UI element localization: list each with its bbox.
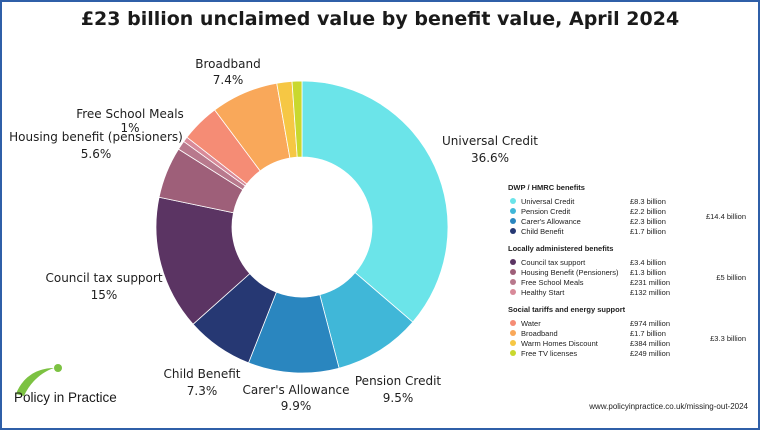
legend-item-amount: £132 million bbox=[630, 287, 671, 297]
legend-item-amount: £2.2 billion bbox=[630, 206, 666, 216]
legend-item-name: Warm Homes Discount bbox=[521, 338, 598, 348]
logo-dot bbox=[54, 364, 62, 372]
slice-label-percent: 9.9% bbox=[281, 399, 312, 413]
logo-text: Policy in Practice bbox=[14, 390, 117, 405]
legend-item-name: Free School Meals bbox=[521, 277, 584, 287]
legend-item: Council tax support £3.4 billion bbox=[508, 257, 684, 267]
slice-label-name: Housing benefit (pensioners) bbox=[9, 130, 183, 144]
slice-label-name: Free School Meals bbox=[76, 107, 184, 121]
legend-item: Warm Homes Discount £384 million bbox=[508, 338, 684, 348]
legend-item-amount: £974 million bbox=[630, 318, 671, 328]
legend-item: Pension Credit £2.2 billion bbox=[508, 206, 684, 216]
legend-item-name: Housing Benefit (Pensioners) bbox=[521, 267, 619, 277]
slice-label-name: Carer's Allowance bbox=[242, 383, 349, 397]
policy-in-practice-logo bbox=[16, 364, 62, 396]
legend-item: Universal Credit £8.3 billion bbox=[508, 196, 684, 206]
slice-label-percent: 7.4% bbox=[213, 73, 244, 87]
legend-group: Locally administered benefits £5 billion C… bbox=[508, 244, 754, 297]
legend: DWP / HMRC benefits £14.4 billion Universa… bbox=[508, 183, 754, 366]
donut-slices bbox=[155, 80, 449, 374]
source-url: www.policyinpractice.co.uk/missing-out-2… bbox=[589, 402, 748, 411]
slice-label-percent: 5.6% bbox=[81, 147, 112, 161]
legend-item-name: Universal Credit bbox=[521, 196, 575, 206]
legend-item-name: Free TV licenses bbox=[521, 348, 578, 358]
slice-label-name: Council tax support bbox=[45, 271, 162, 285]
legend-item-name: Council tax support bbox=[521, 257, 586, 267]
slice-label-percent: 7.3% bbox=[187, 384, 218, 398]
legend-item-amount: £1.7 billion bbox=[630, 328, 666, 338]
legend-item-amount: £1.3 billion bbox=[630, 267, 666, 277]
legend-item-amount: £231 million bbox=[630, 277, 671, 287]
legend-item: Carer's Allowance £2.3 billion bbox=[508, 216, 684, 226]
legend-item: Water £974 million bbox=[508, 318, 684, 328]
legend-item-amount: £8.3 billion bbox=[630, 196, 666, 206]
legend-group-total: £14.4 billion bbox=[705, 212, 746, 221]
legend-swatch bbox=[510, 218, 516, 224]
legend-item-name: Healthy Start bbox=[521, 287, 565, 297]
legend-item: Child Benefit £1.7 billion bbox=[508, 226, 684, 236]
legend-item-name: Carer's Allowance bbox=[521, 216, 581, 226]
legend-swatch bbox=[510, 289, 516, 295]
legend-group-total: £5 billion bbox=[716, 273, 746, 282]
slice-label-name: Pension Credit bbox=[355, 374, 442, 388]
legend-swatch bbox=[510, 340, 516, 346]
logo-swoosh bbox=[16, 368, 54, 396]
legend-item: Housing Benefit (Pensioners) £1.3 billion bbox=[508, 267, 684, 277]
legend-item-amount: £249 million bbox=[630, 348, 671, 358]
legend-swatch bbox=[510, 228, 516, 234]
legend-swatch bbox=[510, 208, 516, 214]
legend-swatch bbox=[510, 198, 516, 204]
legend-item-amount: £3.4 billion bbox=[630, 257, 666, 267]
slice-labels: Universal Credit 36.6% Pension Credit 9.5% C… bbox=[9, 57, 538, 413]
slice-label-percent: 1% bbox=[120, 121, 139, 135]
legend-item-name: Broadband bbox=[521, 328, 558, 338]
slice-label-name: Universal Credit bbox=[442, 134, 538, 148]
legend-item-amount: £2.3 billion bbox=[630, 216, 666, 226]
legend-swatch bbox=[510, 350, 516, 356]
slice-universal-credit bbox=[301, 80, 449, 323]
slice-label-percent: 36.6% bbox=[471, 151, 509, 165]
legend-swatch bbox=[510, 269, 516, 275]
slice-label-percent: 9.5% bbox=[383, 391, 414, 405]
legend-group-heading: Locally administered benefits bbox=[508, 244, 614, 253]
legend-group: Social tariffs and energy support £3.3 bi… bbox=[508, 305, 754, 358]
slice-label-name: Child Benefit bbox=[164, 367, 241, 381]
legend-item-amount: £1.7 billion bbox=[630, 226, 666, 236]
legend-group-total: £3.3 billion bbox=[710, 334, 746, 343]
legend-swatch bbox=[510, 320, 516, 326]
legend-item-name: Child Benefit bbox=[521, 226, 564, 236]
legend-item-name: Water bbox=[521, 318, 541, 328]
legend-swatch bbox=[510, 279, 516, 285]
chart-title: £23 billion unclaimed value by benefit v… bbox=[80, 8, 680, 30]
legend-item: Free TV licenses £249 million bbox=[508, 348, 684, 358]
legend-swatch bbox=[510, 330, 516, 336]
legend-item-name: Pension Credit bbox=[521, 206, 571, 216]
slice-free-tv-licenses bbox=[291, 80, 303, 158]
legend-group-heading: DWP / HMRC benefits bbox=[508, 183, 585, 192]
legend-group: DWP / HMRC benefits £14.4 billion Universa… bbox=[508, 183, 754, 236]
legend-item-amount: £384 million bbox=[630, 338, 671, 348]
legend-swatch bbox=[510, 259, 516, 265]
legend-item: Broadband £1.7 billion bbox=[508, 328, 684, 338]
slice-label-name: Broadband bbox=[195, 57, 260, 71]
legend-item: Healthy Start £132 million bbox=[508, 287, 684, 297]
legend-item: Free School Meals £231 million bbox=[508, 277, 684, 287]
legend-group-heading: Social tariffs and energy support bbox=[508, 305, 626, 314]
slice-label-percent: 15% bbox=[91, 288, 118, 302]
